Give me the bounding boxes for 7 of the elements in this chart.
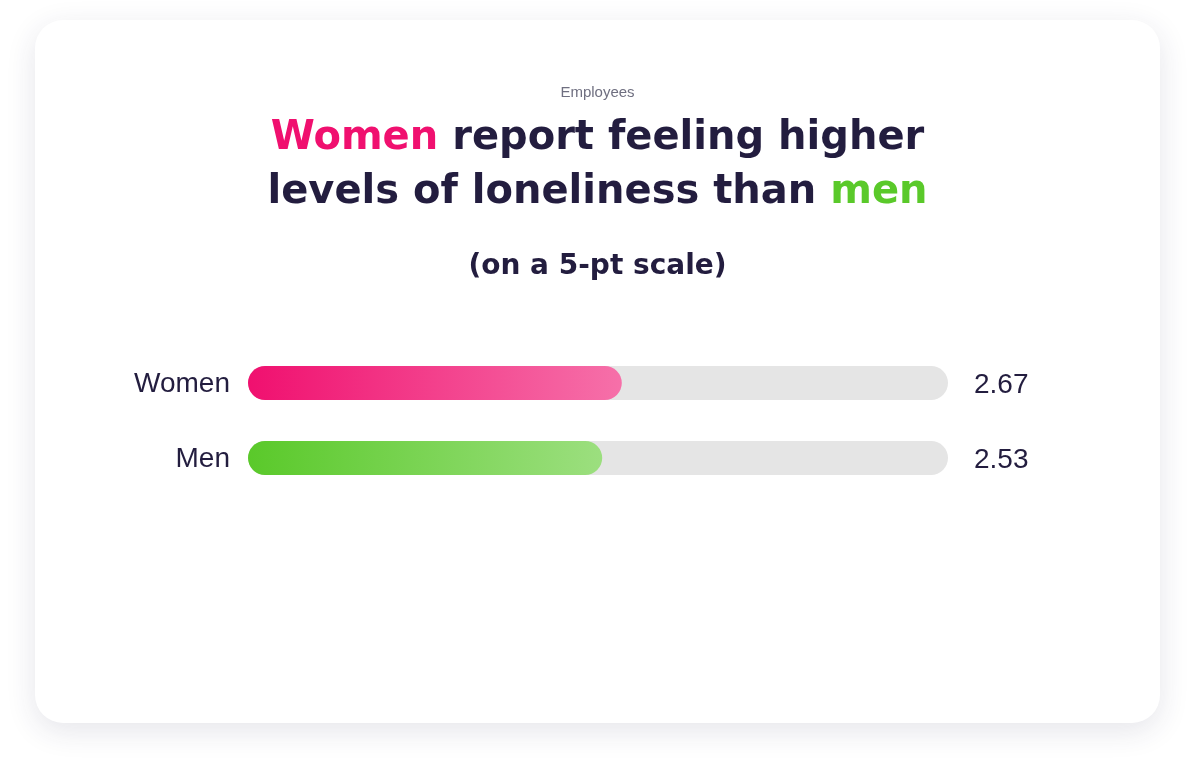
- text: Employees: [559, 83, 636, 100]
- chart-subtitle: (on a 5-pt scale): [467, 248, 728, 281]
- chart-title: Women report feeling higher levels of loneliness than men: [267, 112, 928, 212]
- y-tick-label: Women: [134, 367, 230, 399]
- data-label: 2.53: [974, 442, 1029, 474]
- y-tick-label: Men: [175, 442, 230, 474]
- data-label: 2.67: [974, 367, 1029, 399]
